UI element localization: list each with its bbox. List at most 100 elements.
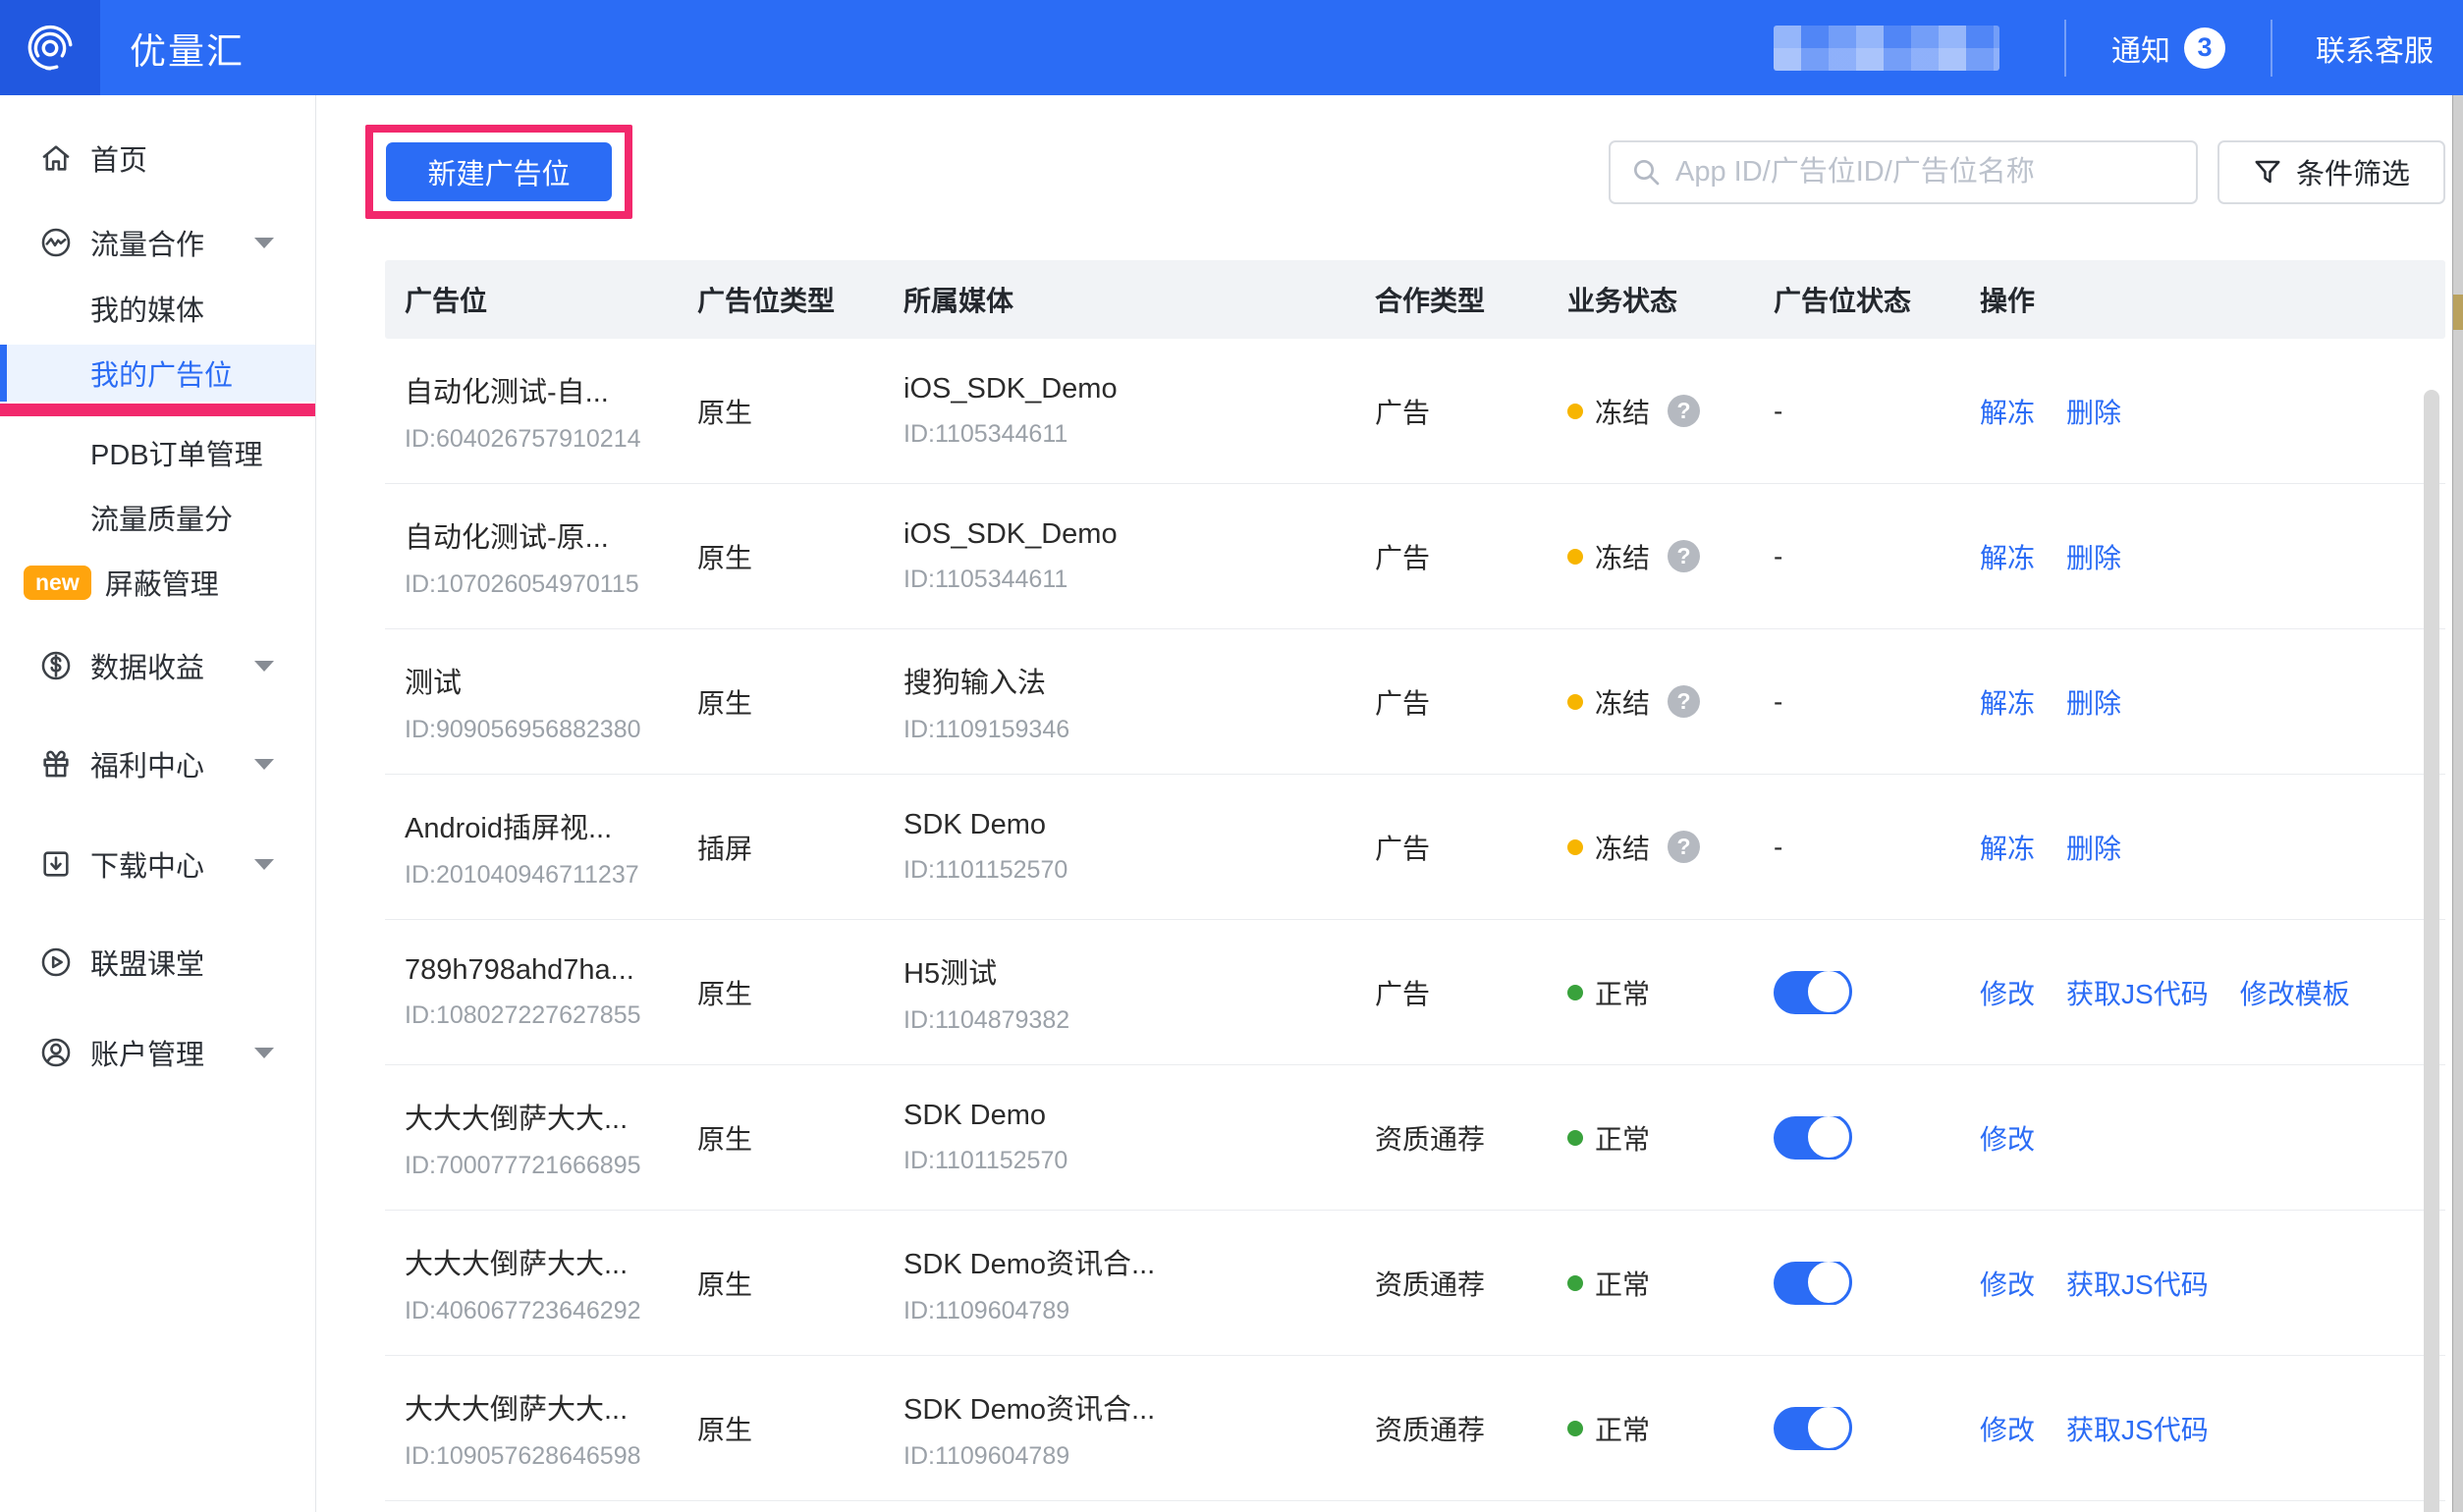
ad-slot-cell: 789h798ahd7ha... ID:108027227627855 xyxy=(385,954,678,1030)
action-link[interactable]: 删除 xyxy=(2066,542,2122,573)
slot-status-toggle[interactable] xyxy=(1774,970,1852,1014)
coop-type-cell: 广告 xyxy=(1355,537,1548,576)
search-group: 条件筛选 xyxy=(1609,139,2445,204)
table-row: 大大大倒萨大大... ID:406067723646292 原生 SDK Demo资讯… xyxy=(385,1211,2445,1356)
sidebar-item-label: 我的广告位 xyxy=(90,360,234,392)
toggle-knob xyxy=(1805,1406,1852,1450)
help-icon[interactable]: ? xyxy=(1668,831,1701,863)
media-id: ID:1109604789 xyxy=(903,1296,1070,1324)
sidebar-item-label: 数据收益 xyxy=(90,653,205,684)
action-link[interactable]: 解冻 xyxy=(1980,542,2036,573)
sidebar-item-10[interactable]: 联盟课堂 xyxy=(0,933,315,992)
logo-icon xyxy=(27,25,73,70)
create-ad-slot-button[interactable]: 新建广告位 xyxy=(386,142,612,201)
contact-support-button[interactable]: 联系客服 xyxy=(2316,34,2434,68)
action-link[interactable]: 修改模板 xyxy=(2239,978,2350,1009)
table-header-row: 广告位 广告位类型 所属媒体 合作类型 业务状态 广告位状态 操作 xyxy=(385,260,2445,339)
status-label: 正常 xyxy=(1595,1269,1651,1300)
browser-scrollbar-track[interactable] xyxy=(2452,95,2463,1512)
sidebar-item-0[interactable]: 首页 xyxy=(0,129,315,188)
ad-slot-id: ID:406067723646292 xyxy=(405,1296,641,1324)
business-status-cell: 冻结? xyxy=(1548,828,1754,867)
sidebar-item-4[interactable]: PDB订单管理 xyxy=(0,424,315,481)
ad-slot-type: 原生 xyxy=(697,542,753,573)
ad-slot-cell: 自动化测试-自... ID:604026757910214 xyxy=(385,369,678,454)
media-cell: iOS_SDK_Demo ID:1105344611 xyxy=(884,373,1355,449)
action-link[interactable]: 获取JS代码 xyxy=(2066,1414,2209,1445)
help-icon[interactable]: ? xyxy=(1668,540,1701,572)
action-link[interactable]: 删除 xyxy=(2066,687,2122,719)
ad-slot-type-cell: 原生 xyxy=(678,537,884,576)
action-link[interactable]: 修改 xyxy=(1980,1123,2036,1155)
business-status-cell: 正常 xyxy=(1548,1118,1754,1158)
search-input-wrapper xyxy=(1609,139,2198,204)
action-link[interactable]: 修改 xyxy=(1980,978,2036,1009)
coop-type: 广告 xyxy=(1375,833,1431,864)
ad-slot-id: ID:108027227627855 xyxy=(405,1001,641,1029)
action-link[interactable]: 删除 xyxy=(2066,833,2122,864)
sidebar-item-label: 账户管理 xyxy=(90,1040,205,1071)
action-link[interactable]: 修改 xyxy=(1980,1269,2036,1300)
sidebar-item-2[interactable]: 我的媒体 xyxy=(0,280,315,337)
column-header: 操作 xyxy=(1980,286,2036,316)
vertical-scrollbar[interactable] xyxy=(2424,390,2439,1512)
sidebar-item-11[interactable]: 账户管理 xyxy=(0,1023,315,1082)
table-row: 大大大倒萨大大... ID:700077721666895 原生 SDK Demo ID… xyxy=(385,1065,2445,1211)
home-icon xyxy=(39,141,73,175)
sidebar-item-9[interactable]: 下载中心 xyxy=(0,835,315,893)
ad-slot-name: Android插屏视... xyxy=(405,812,613,844)
chevron-down-icon xyxy=(254,858,274,870)
media-id: ID:1105344611 xyxy=(903,566,1068,593)
sidebar-item-label: 屏蔽管理 xyxy=(104,569,219,601)
app-logo[interactable] xyxy=(0,0,100,95)
search-input[interactable] xyxy=(1675,155,2176,189)
action-link[interactable]: 获取JS代码 xyxy=(2066,1269,2209,1300)
column-header: 广告位状态 xyxy=(1774,286,1912,316)
action-link[interactable]: 解冻 xyxy=(1980,833,2036,864)
revenue-icon xyxy=(39,649,73,682)
column-header: 广告位 xyxy=(405,286,488,316)
column-header: 合作类型 xyxy=(1375,286,1486,316)
media-id: ID:1104879382 xyxy=(903,1005,1070,1034)
sidebar-item-label: 流量质量分 xyxy=(90,505,234,536)
ad-slot-type-cell: 原生 xyxy=(678,392,884,431)
toggle-knob xyxy=(1805,970,1852,1014)
sidebar-item-5[interactable]: 流量质量分 xyxy=(0,489,315,546)
help-icon[interactable]: ? xyxy=(1668,685,1701,718)
sidebar-item-3[interactable]: 我的广告位 xyxy=(0,345,315,402)
sidebar-item-1[interactable]: 流量合作 xyxy=(0,213,315,272)
notifications-button[interactable]: 通知 3 xyxy=(2066,27,2271,70)
scrollbar-marker xyxy=(2453,295,2463,330)
media-cell: H5测试 ID:1104879382 xyxy=(884,950,1355,1035)
slot-status-toggle[interactable] xyxy=(1774,1261,1852,1305)
ad-slot-id: ID:700077721666895 xyxy=(405,1151,641,1179)
business-status-cell: 正常 xyxy=(1548,1409,1754,1448)
sidebar-item-7[interactable]: 数据收益 xyxy=(0,636,315,695)
chevron-down-icon xyxy=(254,758,274,770)
actions-cell: 修改 获取JS代码 xyxy=(1960,1409,2445,1448)
ad-slot-type-cell: 原生 xyxy=(678,973,884,1012)
ad-slot-type-cell: 原生 xyxy=(678,1264,884,1303)
media-id: ID:1109159346 xyxy=(903,715,1070,743)
ad-slot-type: 原生 xyxy=(697,1123,753,1155)
status-dot-frozen xyxy=(1567,548,1583,565)
sidebar-item-label: 联盟课堂 xyxy=(90,949,205,981)
status-dot-normal xyxy=(1567,984,1583,1000)
slot-status-toggle[interactable] xyxy=(1774,1406,1852,1450)
coop-type-cell: 资质通荐 xyxy=(1355,1409,1548,1448)
media-id: ID:1101152570 xyxy=(903,856,1068,884)
action-link[interactable]: 获取JS代码 xyxy=(2066,978,2209,1009)
slot-status-toggle[interactable] xyxy=(1774,1115,1852,1160)
help-icon[interactable]: ? xyxy=(1668,395,1701,427)
slot-status-cell xyxy=(1754,970,1960,1014)
ad-slot-cell: 大大大倒萨大大... ID:406067723646292 xyxy=(385,1241,678,1325)
action-link[interactable]: 解冻 xyxy=(1980,687,2036,719)
action-link[interactable]: 修改 xyxy=(1980,1414,2036,1445)
ad-slot-cell: 自动化测试-原... ID:107026054970115 xyxy=(385,514,678,599)
sidebar-item-8[interactable]: 福利中心 xyxy=(0,734,315,793)
action-link[interactable]: 解冻 xyxy=(1980,397,2036,428)
sidebar-item-6[interactable]: new 屏蔽管理 xyxy=(0,554,315,611)
action-link[interactable]: 删除 xyxy=(2066,397,2122,428)
filter-button[interactable]: 条件筛选 xyxy=(2217,139,2445,204)
